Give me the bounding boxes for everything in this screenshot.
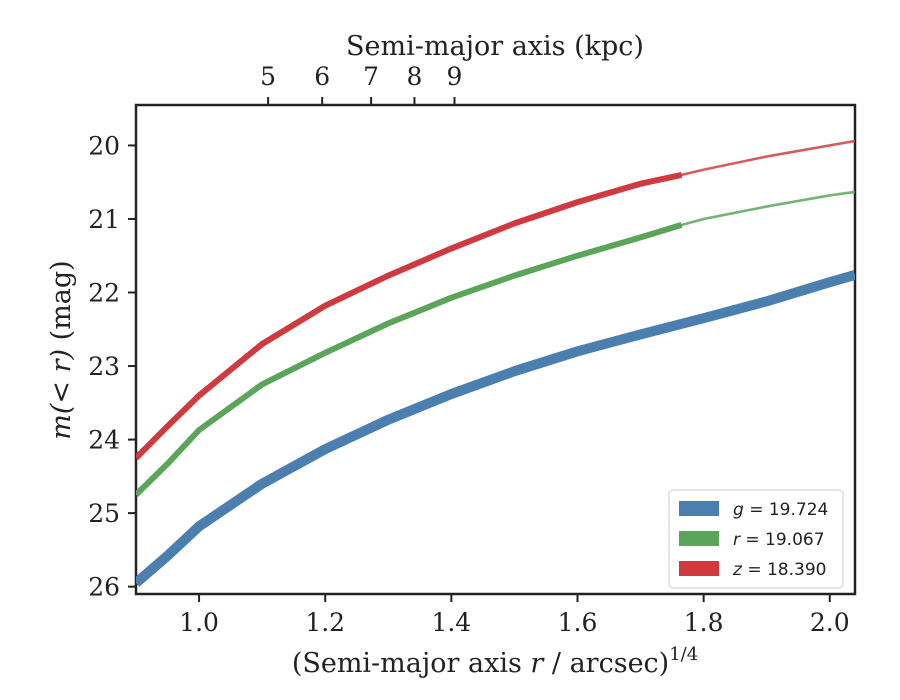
legend-variable: z (732, 560, 743, 580)
series-z-extrapolation (681, 139, 855, 177)
legend-value: = 19.724 (744, 500, 829, 520)
x-tick-label: 1.2 (305, 608, 345, 637)
series-r-extrapolation (681, 190, 855, 227)
legend-swatch-z (679, 561, 719, 576)
y-tick-label: 25 (88, 499, 120, 528)
legend-variable: g (733, 500, 744, 520)
y-axis-title-variable: m(< r) (46, 349, 77, 440)
series-z-model-line (136, 139, 855, 459)
x-tick-label: 1.8 (684, 608, 724, 637)
legend-value: = 19.067 (740, 530, 825, 550)
x-tick-label: 2.0 (810, 608, 850, 637)
series-r-band (136, 222, 683, 497)
legend-label-r: r = 19.067 (733, 530, 825, 550)
y-tick-label: 23 (88, 352, 120, 381)
legend-label-z: z = 18.390 (732, 560, 826, 580)
x-axis-title-exponent: 1/4 (669, 644, 698, 665)
top-tick-label: 9 (447, 62, 463, 91)
legend-swatch-g (679, 501, 719, 516)
x-tick-label: 1.4 (431, 608, 471, 637)
y-tick-label: 21 (88, 205, 120, 234)
axis-ticks: 1.0 1.2 1.4 1.6 1.8 2.0 5 6 7 8 9 20 21 22 23 24 25 26 (88, 62, 849, 637)
y-tick-label: 20 (88, 131, 120, 160)
legend-value: = 18.390 (742, 560, 827, 580)
top-tick-label: 6 (314, 62, 330, 91)
y-axis-title: m(< r) (mag) (46, 260, 77, 439)
x-axis-title: (Semi-major axis r / arcsec)1/4 (292, 644, 698, 679)
top-tick-label: 7 (363, 62, 379, 91)
plot-frame (134, 103, 857, 596)
x-tick-label: 1.0 (179, 608, 219, 637)
y-tick-label: 22 (88, 279, 120, 308)
legend-swatch-r (679, 531, 719, 546)
y-axis-title-unit: (mag) (46, 260, 77, 349)
x-axis-title-tail: / arcsec) (543, 648, 669, 679)
top-axis-title: Semi-major axis (kpc) (346, 31, 644, 62)
series-layer (136, 139, 855, 587)
series-g-band (136, 270, 855, 587)
top-tick-label: 8 (407, 62, 423, 91)
x-axis-title-main: (Semi-major axis (292, 648, 531, 679)
series-r-model-line (136, 190, 855, 496)
y-tick-label: 26 (88, 573, 120, 602)
legend-label-g: g = 19.724 (733, 500, 828, 520)
legend-variable: r (733, 530, 741, 550)
y-tick-label: 24 (88, 426, 120, 455)
x-tick-label: 1.6 (558, 608, 598, 637)
x-axis-title-variable: r (530, 648, 545, 679)
series-z-band (136, 171, 683, 461)
top-tick-label: 5 (260, 62, 276, 91)
